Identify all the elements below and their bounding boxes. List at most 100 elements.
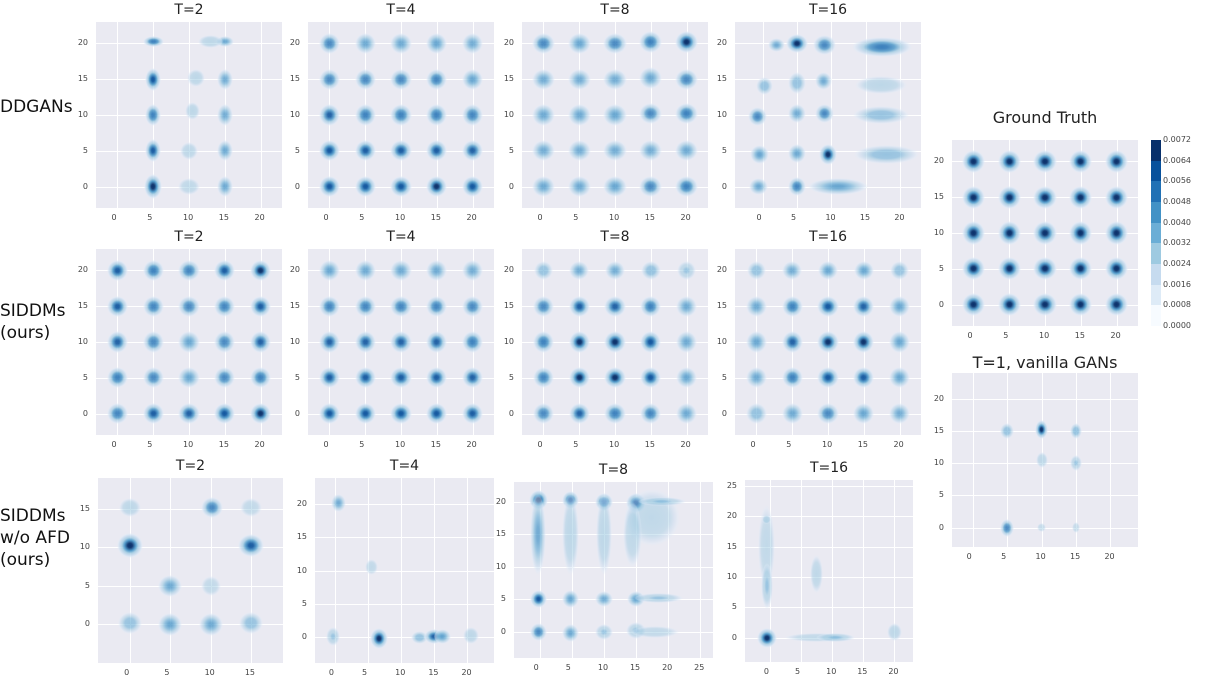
density-blob: [853, 144, 920, 165]
x-tick-label: 5: [147, 440, 153, 449]
gridline-x: [1007, 373, 1009, 547]
y-tick-label: 5: [938, 490, 944, 500]
density-blob: [767, 37, 785, 53]
y-tick-label: 20: [289, 265, 300, 275]
gridline-y: [952, 463, 1138, 465]
gridline-y: [308, 306, 494, 308]
y-tick-label: 20: [933, 156, 944, 166]
y-tick-label: 20: [289, 38, 300, 48]
plot-area: [745, 480, 913, 662]
plot-area: [308, 22, 494, 208]
plot-title: T=2: [174, 229, 204, 245]
plot-panel-ddgans-t8: T=8 0 5 10 15 20 0 5 10 15 20: [492, 0, 708, 228]
x-tick-label: 5: [359, 213, 365, 222]
plot-area: [98, 478, 283, 663]
gridline-x: [130, 478, 132, 663]
x-tick-label: 15: [859, 213, 871, 222]
y-tick-label: 20: [296, 499, 307, 509]
plot-panel-noafd-t4: T=4 0 5 10 15 20 0 5 10 15 20: [285, 456, 494, 683]
x-tick-label: 20: [466, 213, 477, 222]
density-blob: [749, 144, 769, 165]
y-tick-label: 10: [77, 110, 88, 119]
plot-title: T=16: [808, 229, 848, 245]
colorbar-tick-label: 0.0008: [1163, 300, 1191, 310]
gridline-y: [308, 413, 494, 415]
gridline-y: [308, 186, 494, 188]
x-tick-label: 20: [894, 213, 905, 222]
gridline-x: [668, 482, 670, 658]
gridline-y: [96, 115, 282, 116]
plot-title: T=4: [389, 458, 420, 474]
colorbar-tick-label: 0.0056: [1163, 176, 1191, 186]
row-label: DDGANs: [0, 97, 73, 117]
plot-panel-vanilla-gans: T=1, vanilla GANs 0 5 10 15 20 0 5 10 15 20: [922, 351, 1138, 567]
gridline-y: [735, 413, 921, 415]
x-tick-label: 15: [644, 213, 655, 222]
plot-area: [96, 22, 282, 208]
y-tick-label: 0: [82, 181, 88, 191]
y-tick-label: 10: [503, 110, 514, 119]
gridline-y: [96, 43, 282, 45]
x-tick-label: 10: [822, 440, 833, 449]
x-tick-label: 10: [826, 667, 837, 676]
gridline-y: [735, 270, 921, 272]
x-tick-label: 0: [537, 213, 543, 222]
y-tick-label: 10: [289, 337, 300, 346]
gridline-y: [735, 43, 921, 45]
y-tick-label: 10: [79, 542, 90, 552]
gridline-y: [308, 43, 494, 45]
gridline-y: [96, 377, 282, 379]
plot-panel-noafd-t8: T=8 0 5 10 15 20 25 0 5 10 15 20: [484, 460, 713, 678]
gridline-y: [745, 516, 913, 518]
gridline-y: [522, 270, 708, 272]
gridline-y: [308, 150, 494, 152]
density-blob: [201, 496, 224, 518]
plot-panel-siddms-t8: T=8 0 5 10 15 20 0 5 10 15 20: [492, 227, 708, 455]
gridline-y: [735, 377, 921, 379]
x-tick-label: 10: [609, 440, 620, 449]
x-tick-label: 15: [218, 213, 229, 222]
plot-title: Ground Truth: [992, 108, 1098, 127]
gridline-y: [952, 495, 1138, 497]
y-tick-label: 0: [508, 181, 514, 191]
density-blob: [370, 627, 389, 650]
x-tick-label: 10: [1035, 552, 1046, 561]
gridline-y: [522, 150, 708, 152]
gridline-y: [735, 115, 921, 116]
x-tick-label: 20: [680, 213, 691, 222]
y-tick-label: 5: [294, 145, 300, 155]
y-tick-label: 10: [495, 561, 506, 571]
x-tick-label: 5: [795, 667, 801, 676]
plot-title: T=8: [600, 229, 630, 245]
gridline-x: [170, 478, 172, 663]
x-tick-label: 20: [1104, 552, 1115, 561]
x-tick-label: 15: [857, 667, 868, 676]
y-tick-label: 0: [500, 626, 506, 636]
x-tick-label: 20: [680, 440, 691, 449]
gridline-y: [745, 607, 913, 609]
plot-panel-ddgans-t4: T=4 0 5 10 15 20 0 5 10 15 20: [278, 0, 494, 228]
gridline-y: [315, 636, 494, 638]
gridline-y: [522, 413, 708, 415]
y-tick-label: 5: [500, 594, 506, 604]
colorbar-tick-label: 0.0024: [1163, 259, 1191, 268]
x-tick-label: 5: [573, 213, 579, 222]
x-tick-label: 0: [966, 552, 972, 561]
density-blob: [330, 494, 346, 513]
y-tick-label: 0: [508, 408, 514, 418]
gridline-y: [952, 398, 1138, 400]
gridline-y: [514, 631, 713, 633]
y-tick-label: 0: [294, 181, 300, 191]
x-tick-label: 20: [1110, 331, 1121, 340]
plot-title: T=16: [808, 2, 848, 18]
gridline-y: [96, 342, 282, 343]
y-tick-label: 10: [77, 337, 88, 346]
y-tick-label: 5: [721, 372, 727, 382]
y-tick-label: 20: [716, 38, 727, 48]
x-tick-label: 5: [359, 440, 365, 449]
y-tick-label: 20: [933, 393, 944, 403]
colorbar-segment: [1151, 243, 1161, 265]
plot-area: [315, 478, 494, 663]
y-tick-label: 10: [716, 110, 727, 119]
gridline-y: [745, 637, 913, 639]
